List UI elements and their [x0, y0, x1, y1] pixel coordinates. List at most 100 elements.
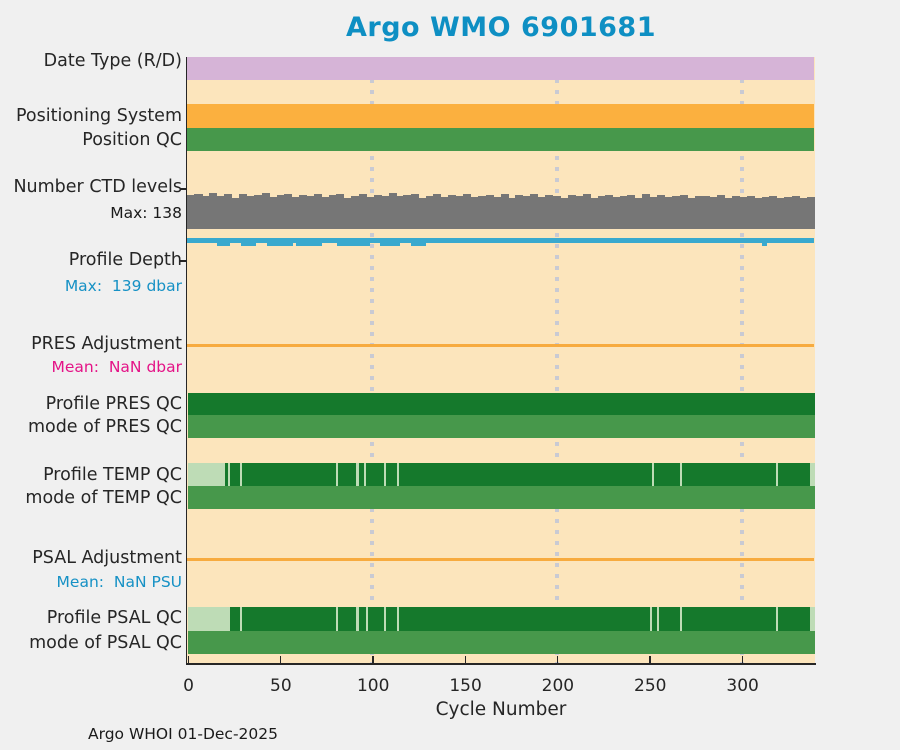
qc-segment-mode-pres-qc	[187, 415, 815, 438]
ctd-levels-bin	[425, 195, 434, 229]
qc-gap-profile-psal-qc	[240, 607, 243, 631]
ctd-levels-bin	[224, 194, 233, 229]
qc-gap-profile-temp-qc	[336, 463, 339, 486]
ctd-levels-bin	[776, 198, 785, 229]
depth-notch	[241, 243, 256, 246]
ctd-levels-bin	[590, 197, 599, 229]
ctd-levels-bin	[791, 196, 800, 229]
ctd-levels-bin	[575, 196, 584, 229]
ctd-levels-bin	[463, 193, 472, 229]
qc-segment-profile-temp-qc	[225, 463, 810, 486]
ctd-levels-bin	[440, 196, 449, 229]
ctd-levels-bin	[702, 195, 711, 229]
ctd-levels-bin	[493, 196, 502, 229]
ctd-levels-bin	[336, 194, 345, 229]
ctd-levels-bin	[455, 196, 464, 229]
ctd-levels-bin	[597, 195, 606, 229]
ctd-levels-bin	[731, 196, 740, 229]
ctd-levels-bin	[709, 197, 718, 229]
qc-gap-profile-temp-qc	[651, 463, 655, 486]
ctd-levels-bin	[254, 194, 263, 229]
row-label-mode-psal-qc: mode of PSAL QC	[29, 633, 182, 653]
ctd-levels-bin	[321, 196, 330, 229]
ctd-levels-bin	[381, 196, 390, 229]
x-tick-label: 150	[449, 676, 482, 696]
row-label-mode-pres-qc: mode of PRES QC	[27, 417, 182, 437]
ctd-levels-bin	[470, 197, 479, 229]
qc-gap-profile-psal-qc	[679, 607, 682, 631]
depth-notch	[296, 243, 323, 246]
ctd-levels-bin	[298, 194, 308, 229]
ctd-levels-bin	[433, 194, 442, 229]
ctd-levels-bin	[366, 197, 375, 229]
qc-gap-profile-temp-qc	[775, 463, 778, 486]
row-label-profile-depth: Profile Depth	[68, 250, 182, 270]
x-axis-tick	[556, 656, 559, 663]
row-label-position-qc: Position QC	[82, 130, 182, 150]
y-axis-tick	[180, 188, 186, 190]
ctd-levels-bin	[403, 195, 412, 229]
qc-gap-profile-psal-qc	[397, 607, 400, 631]
row-sublabel-pres-adjustment: Mean: NaN dbar	[51, 358, 182, 376]
ctd-levels-bin	[784, 197, 793, 229]
ctd-levels-bin	[291, 197, 300, 229]
qc-segment-profile-temp-qc	[809, 463, 815, 486]
qc-gap-profile-psal-qc	[356, 607, 359, 631]
x-tick-label: 100	[356, 676, 390, 696]
ctd-levels-bin	[582, 194, 591, 229]
ctd-levels-bin	[612, 196, 621, 229]
ctd-levels-bin	[396, 196, 405, 229]
row-label-date-type: Date Type (R/D)	[43, 51, 182, 71]
qc-gap-profile-temp-qc	[356, 463, 359, 486]
ctd-levels-bin	[806, 197, 815, 229]
y-axis-tick	[180, 260, 186, 262]
ctd-levels-bin	[448, 195, 457, 229]
ctd-levels-bin	[410, 194, 419, 229]
depth-notch	[761, 243, 768, 246]
ctd-levels-bin	[522, 196, 531, 229]
ctd-levels-bin	[231, 197, 240, 229]
ctd-levels-bin	[373, 194, 382, 229]
ctd-levels-bin	[358, 193, 367, 229]
ctd-levels-bin	[664, 197, 673, 229]
bar-position-qc	[187, 128, 814, 151]
ctd-levels-bin	[627, 195, 636, 229]
qc-gap-profile-temp-qc	[228, 463, 231, 486]
qc-segment-mode-temp-qc	[187, 486, 815, 509]
row-sublabel-psal-adjustment: Mean: NaN PSU	[56, 573, 182, 591]
y-axis-line	[185, 57, 187, 663]
adjustment-line-pres-adjustment	[187, 343, 814, 347]
qc-gap-profile-temp-qc	[397, 463, 400, 486]
qc-gap-profile-psal-qc	[336, 607, 339, 631]
ctd-levels-bin	[313, 193, 322, 229]
qc-gap-profile-psal-qc	[365, 607, 368, 631]
ctd-levels-bin	[388, 193, 397, 229]
x-tick-label: 50	[270, 676, 292, 696]
depth-notch	[217, 243, 230, 246]
ctd-levels-bin	[485, 194, 494, 229]
ctd-levels-bin	[261, 193, 270, 229]
x-axis-tick	[279, 656, 282, 663]
ctd-levels-bin	[657, 195, 666, 229]
ctd-levels-bin	[500, 193, 509, 229]
row-label-profile-temp-qc: Profile TEMP QC	[43, 465, 182, 485]
ctd-levels-bin	[716, 195, 726, 229]
footer-text: Argo WHOI 01-Dec-2025	[88, 725, 278, 743]
ctd-levels-bin	[328, 195, 337, 229]
depth-line	[187, 238, 814, 243]
adjustment-line-psal-adjustment	[187, 557, 814, 561]
x-axis-tick	[741, 656, 744, 663]
x-axis-line	[185, 663, 816, 665]
qc-segment-profile-psal-qc	[229, 607, 810, 631]
qc-gap-profile-psal-qc	[775, 607, 778, 631]
ctd-levels-bin	[605, 194, 614, 229]
depth-notch	[337, 243, 371, 246]
ctd-levels-bin	[761, 196, 770, 229]
ctd-levels-bin	[239, 193, 248, 229]
bar-date-type	[187, 57, 814, 80]
depth-notch	[410, 243, 426, 246]
ctd-levels-bin	[343, 197, 352, 229]
qc-segment-profile-temp-qc	[187, 463, 226, 486]
depth-notch	[266, 243, 293, 246]
ctd-levels-bin	[552, 195, 561, 229]
